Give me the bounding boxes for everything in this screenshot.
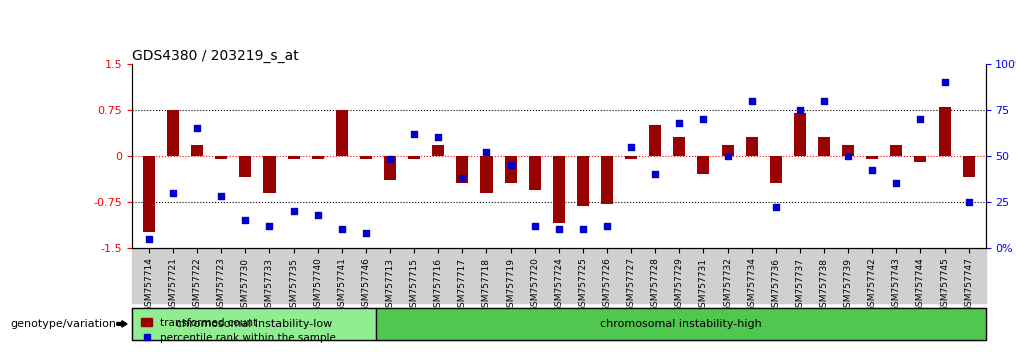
Bar [962,156,974,177]
Bar [697,156,709,174]
Point [888,181,904,186]
Bar [649,125,661,156]
Bar [914,156,927,162]
Point [382,156,398,162]
Bar [625,156,637,159]
Point [454,175,470,181]
Point [647,171,663,177]
Point [672,120,688,125]
Bar [263,156,275,193]
Bar [384,156,396,180]
Point [333,227,350,232]
Text: chromosomal instability-low: chromosomal instability-low [176,319,332,329]
Bar [167,110,179,156]
Point [479,149,495,155]
Text: GDS4380 / 203219_s_at: GDS4380 / 203219_s_at [132,49,299,63]
Point [816,98,832,103]
Point [840,153,856,159]
Bar [456,156,468,183]
Bar [746,137,758,156]
Point [358,230,374,236]
Bar [408,156,421,159]
Point [623,144,639,149]
Bar [818,137,830,156]
Point [189,125,205,131]
Point [912,116,929,122]
Text: genotype/variation: genotype/variation [10,319,116,329]
Bar [143,156,155,233]
Point [430,135,446,140]
Point [960,199,976,205]
Point [406,131,423,137]
Bar [890,145,902,156]
Bar [360,156,372,159]
Point [213,193,230,199]
Point [768,205,784,210]
Bar [215,156,228,159]
Point [719,153,736,159]
Point [261,223,277,229]
Point [238,217,254,223]
Point [598,223,615,229]
Bar [867,156,878,159]
Point [744,98,760,103]
Point [141,236,157,241]
Point [503,162,519,168]
Point [165,190,181,195]
Bar [770,156,781,183]
Point [575,227,591,232]
Bar [505,156,516,183]
Bar [240,156,251,177]
Bar [312,156,324,159]
Bar [481,156,493,193]
Point [937,79,953,85]
Point [864,168,880,173]
Bar [721,145,734,156]
Point [791,107,808,113]
Legend: transformed count, percentile rank within the sample: transformed count, percentile rank withi… [137,314,340,347]
Point [285,208,302,214]
Bar [432,145,444,156]
Bar [528,156,541,189]
Point [695,116,711,122]
Bar [577,156,589,206]
Point [526,223,543,229]
Text: chromosomal instability-high: chromosomal instability-high [599,319,762,329]
Bar [288,156,300,159]
Point [551,227,567,232]
Bar [553,156,565,223]
Bar [191,145,203,156]
Bar [336,110,347,156]
Bar [842,145,854,156]
Point [310,212,326,217]
Bar [793,113,806,156]
Bar [674,137,686,156]
Bar [601,156,613,204]
Bar [939,107,951,156]
